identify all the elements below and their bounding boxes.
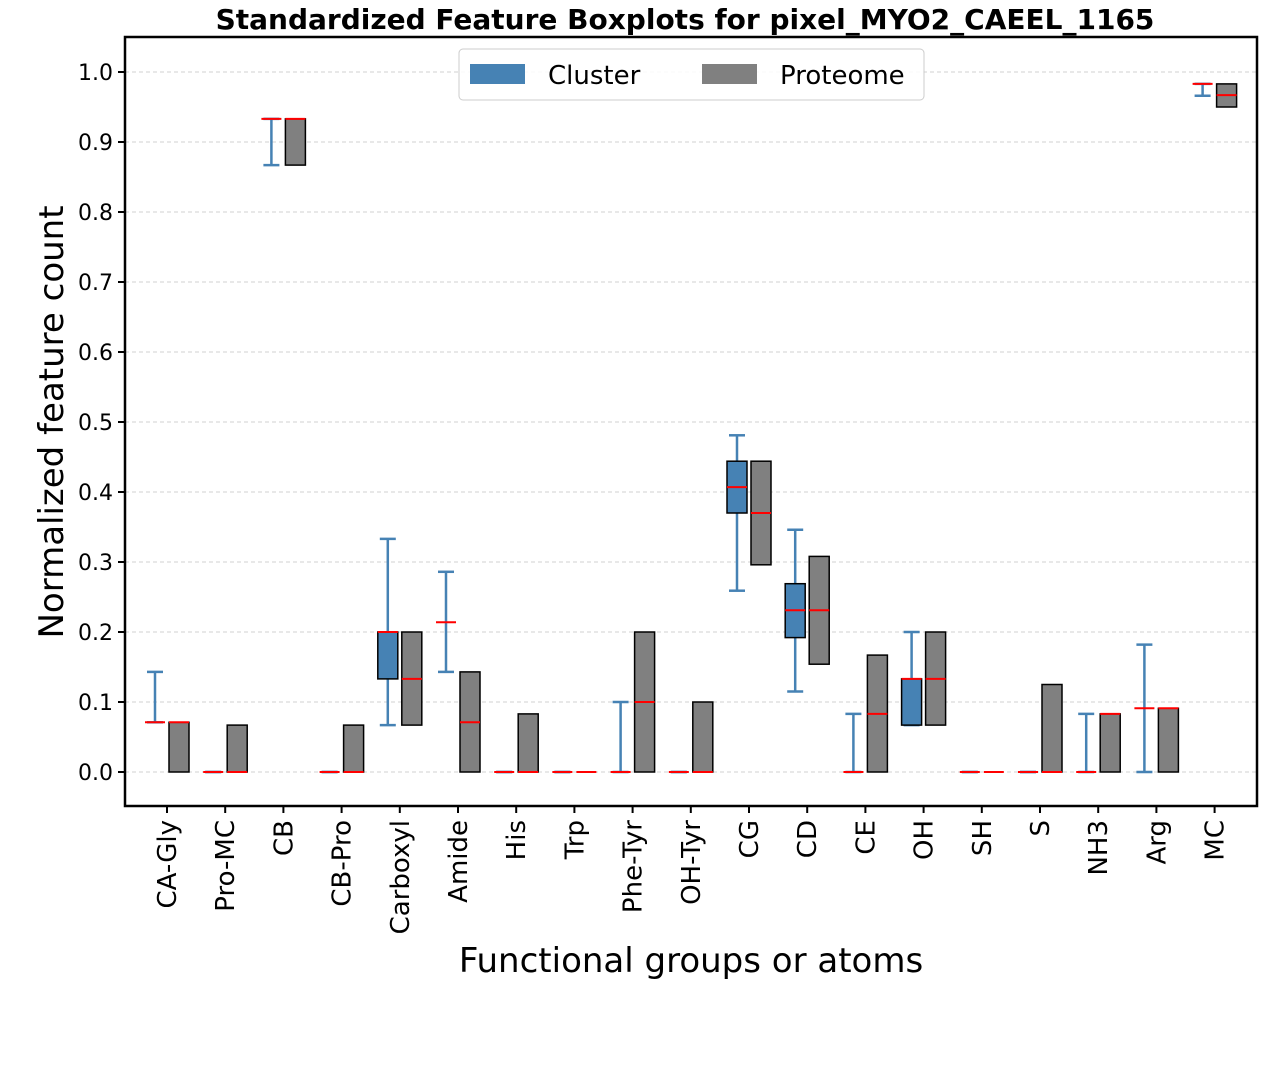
x-tick-label: Trp (560, 820, 590, 860)
y-tick-label: 0.5 (78, 411, 113, 436)
y-tick-label: 0.7 (78, 271, 113, 296)
box-proteome-nh3 (1099, 712, 1121, 773)
x-tick-label: CB (269, 820, 299, 856)
box-proteome-arg (1157, 707, 1180, 773)
box-cluster-nh3 (1076, 712, 1097, 774)
x-tick-label: His (502, 820, 532, 860)
y-tick-label: 0.9 (78, 131, 113, 156)
box-proteome-amide (459, 671, 481, 773)
x-tick-label: CG (735, 820, 765, 858)
box-iqr (1099, 713, 1121, 773)
box-iqr (342, 724, 365, 773)
box-iqr (1041, 683, 1063, 773)
y-axis-ticks: 0.0 0.1 0.2 0.3 0.4 0.5 0.6 0.7 0.8 0.9 1.0 (78, 61, 125, 786)
box-cluster-carboxyl (377, 537, 399, 727)
legend-frame (458, 48, 925, 101)
box-proteome-cb (284, 117, 307, 166)
y-tick-label: 0.8 (78, 201, 113, 226)
box-proteome-his (517, 713, 539, 773)
x-tick-label: Pro-MC (211, 820, 241, 912)
x-tick-label: CA-Gly (153, 820, 183, 908)
box-cluster-amide (436, 570, 456, 674)
x-axis-ticks: CA-Gly Pro-MC CB CB-Pro Carboxyl Amide His Trp P… (153, 806, 1231, 934)
legend-swatch-cluster (470, 64, 525, 84)
y-tick-label: 0.6 (78, 341, 113, 366)
box-cluster-oh (900, 630, 923, 727)
box-cluster-cb (261, 117, 282, 167)
box-iqr (900, 678, 923, 726)
x-tick-label: CE (851, 820, 881, 855)
chart-title: Standardized Feature Boxplots for pixel_… (216, 3, 1155, 36)
x-tick-label: Arg (1142, 820, 1172, 865)
plot-frame (123, 35, 1259, 808)
box-proteome-s (1041, 683, 1063, 773)
x-tick-label: CD (793, 820, 823, 858)
legend-swatch-proteome (702, 64, 757, 84)
x-tick-label: OH (910, 820, 940, 860)
box-proteome-oh (924, 631, 947, 726)
box-proteome-cb-pro (342, 724, 365, 773)
box-iqr (226, 724, 248, 773)
x-tick-label: Carboxyl (386, 820, 416, 934)
y-tick-label: 0.1 (78, 691, 113, 716)
box-cluster-arg (1134, 643, 1155, 774)
y-tick-label: 0.3 (78, 551, 113, 576)
x-axis-label: Functional groups or atoms (459, 941, 923, 981)
legend: Cluster Proteome (458, 48, 925, 101)
box-proteome-phe-tyr (633, 631, 656, 773)
box-proteome-oh-tyr (692, 701, 714, 773)
box-cluster-ce (843, 712, 864, 774)
y-gridlines (125, 71, 1257, 773)
y-tick-label: 0.4 (78, 481, 113, 506)
box-iqr (168, 721, 190, 773)
box-proteome-cg (750, 460, 772, 566)
box-iqr (692, 701, 714, 773)
y-tick-label: 0.2 (78, 621, 113, 646)
box-cluster-ca-gly (145, 670, 165, 724)
box-proteome-ce (866, 654, 889, 773)
box-series (145, 82, 1238, 774)
y-tick-label: 0.0 (78, 761, 113, 786)
box-cluster-cg (726, 434, 748, 592)
box-cluster-cd (784, 528, 806, 693)
x-tick-label: Amide (444, 820, 474, 903)
x-tick-label: S (1026, 820, 1056, 837)
x-tick-label: MC (1201, 820, 1231, 861)
x-tick-label: NH3 (1084, 820, 1114, 876)
box-iqr (1157, 707, 1180, 773)
y-axis-label: Normalized feature count (32, 205, 72, 638)
box-proteome-pro-mc (226, 724, 248, 773)
box-proteome-cd (808, 555, 830, 665)
x-tick-label: OH-Tyr (677, 820, 707, 905)
box-iqr (377, 631, 399, 680)
legend-label-proteome: Proteome (780, 61, 905, 91)
box-proteome-mc (1215, 83, 1238, 108)
box-iqr (517, 713, 539, 773)
x-tick-label: CB-Pro (328, 820, 358, 907)
x-tick-label: Phe-Tyr (619, 820, 649, 913)
box-proteome-ca-gly (168, 721, 190, 773)
box-proteome-carboxyl (401, 631, 423, 726)
box-cluster-mc (1192, 82, 1213, 98)
y-tick-label: 1.0 (78, 61, 113, 86)
x-tick-label: SH (968, 820, 998, 856)
box-iqr (284, 118, 307, 166)
legend-label-cluster: Cluster (548, 61, 641, 91)
box-cluster-phe-tyr (610, 700, 631, 774)
